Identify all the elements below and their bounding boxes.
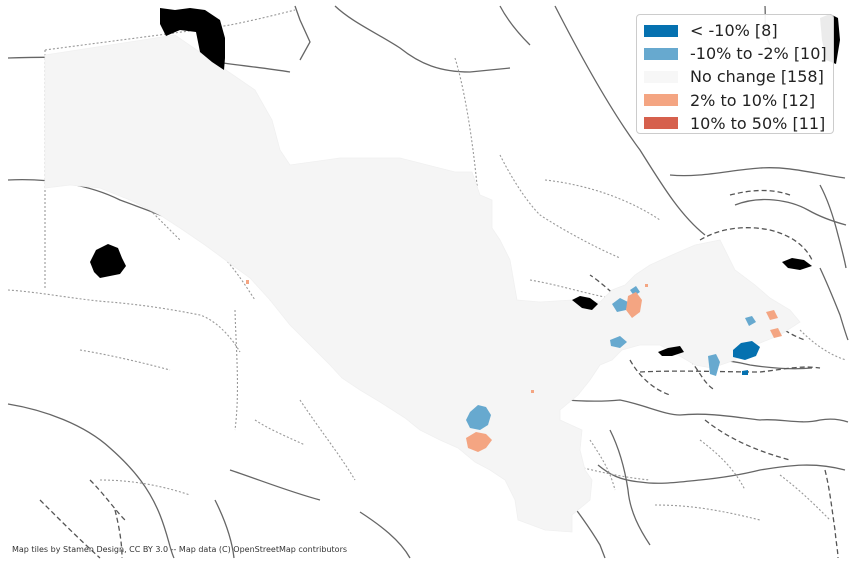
legend-swatch [644,117,678,130]
district-decrease-fergana-b [630,286,640,296]
district-strong-decrease-tashkent [733,341,760,360]
district-increase-east-b [770,328,782,338]
legend-item-decrease: -10% to -2% [10] [644,42,827,65]
map-attribution: Map tiles by Stamen Design, CC BY 3.0 --… [12,545,348,554]
district-strong-decrease-south [742,370,748,375]
district-decrease-namangan [610,336,627,348]
district-increase-small-c [645,284,648,287]
legend-swatch [644,24,678,37]
district-decrease-fergana-a [612,298,628,312]
issyk-kul-west [782,258,812,270]
district-increase-east-a [766,310,778,320]
map-legend: < -10% [8] -10% to -2% [10] No change [1… [636,14,834,134]
district-increase-samarkand [466,432,492,452]
aydar-lake [572,296,598,310]
legend-label: No change [158] [690,67,824,87]
legend-item-strong-decrease: < -10% [8] [644,19,825,42]
legend-label: 10% to 50% [11] [690,113,826,133]
legend-label: < -10% [8] [690,21,778,41]
legend-swatch [644,94,678,107]
sarygamysh-lake [90,244,126,278]
legend-label: -10% to -2% [10] [690,44,827,64]
legend-swatch [644,47,678,60]
aral-sea-north [160,8,225,70]
district-increase-small-a [246,280,249,284]
choropleth-districts [246,280,782,452]
legend-item-no-change: No change [158] [644,65,825,88]
legend-item-increase: 2% to 10% [12] [644,89,825,112]
kayrakkum-reservoir [658,346,684,356]
district-increase-small-b [531,390,534,393]
legend-item-strong-increase: 10% to 50% [11] [644,112,825,135]
uzbekistan-fill [44,34,801,533]
district-decrease-andijan [708,354,720,376]
district-decrease-east [745,316,756,326]
country-borders [7,5,849,559]
legend-label: 2% to 10% [12] [690,90,816,110]
legend-swatch [644,70,678,83]
district-decrease-samarkand [466,405,491,430]
district-increase-fergana [626,292,642,318]
